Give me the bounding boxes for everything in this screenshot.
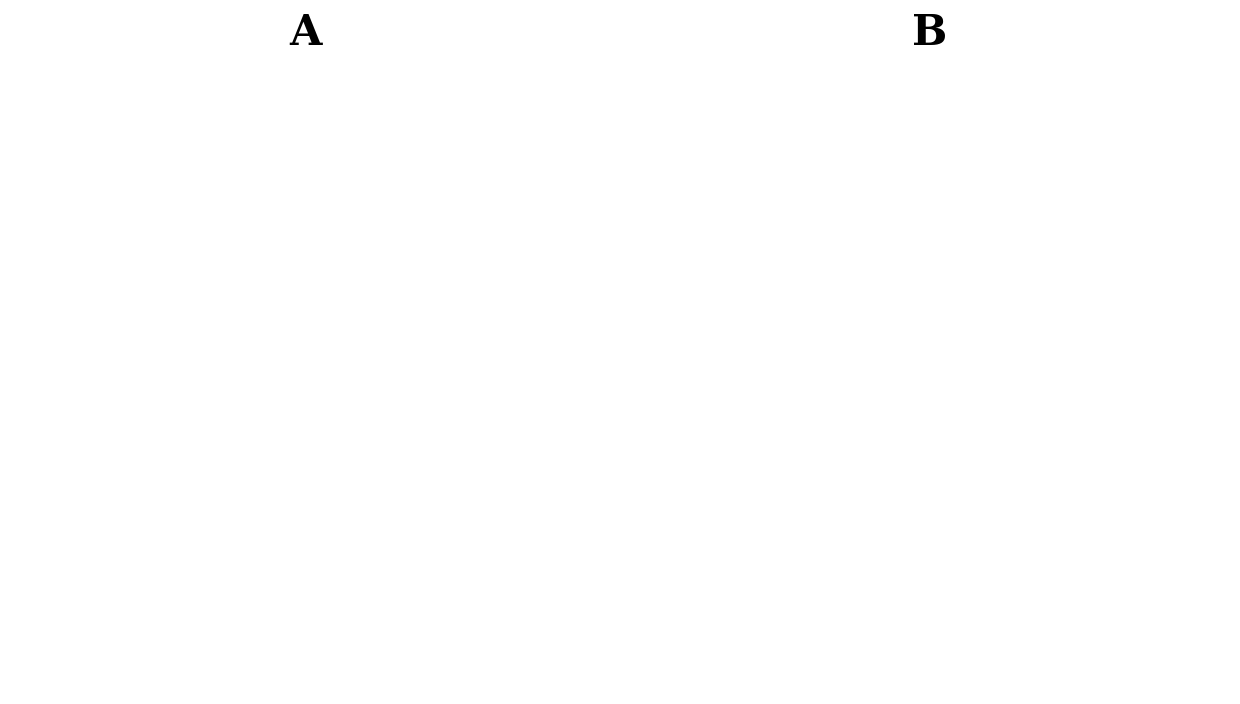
Point xyxy=(112,577,131,589)
Point xyxy=(454,489,474,501)
Point xyxy=(174,558,193,570)
Point xyxy=(320,325,340,337)
Point xyxy=(191,237,211,249)
Point xyxy=(539,451,559,463)
Point xyxy=(38,319,58,330)
Point xyxy=(368,533,388,544)
Point xyxy=(515,432,534,444)
Point xyxy=(301,231,321,242)
Point xyxy=(508,502,528,513)
Point xyxy=(490,445,510,456)
Text: A: A xyxy=(289,12,321,54)
Point xyxy=(100,584,120,595)
Point xyxy=(435,502,455,513)
Point xyxy=(337,489,357,501)
Point xyxy=(289,332,309,343)
Point xyxy=(197,193,217,204)
Point xyxy=(94,546,114,557)
Point xyxy=(368,496,388,507)
Point xyxy=(399,496,419,507)
Point xyxy=(387,539,407,551)
Point xyxy=(124,370,144,381)
Point xyxy=(191,590,211,601)
Point xyxy=(484,502,503,513)
Point xyxy=(417,533,436,544)
Point xyxy=(502,552,522,563)
Point xyxy=(69,325,89,337)
Point xyxy=(185,571,205,582)
Point xyxy=(0,332,10,343)
Point xyxy=(466,496,486,507)
Point xyxy=(277,199,296,210)
Point xyxy=(258,319,278,330)
Point xyxy=(118,552,138,563)
Point xyxy=(167,231,187,242)
Text: B: B xyxy=(913,12,947,54)
